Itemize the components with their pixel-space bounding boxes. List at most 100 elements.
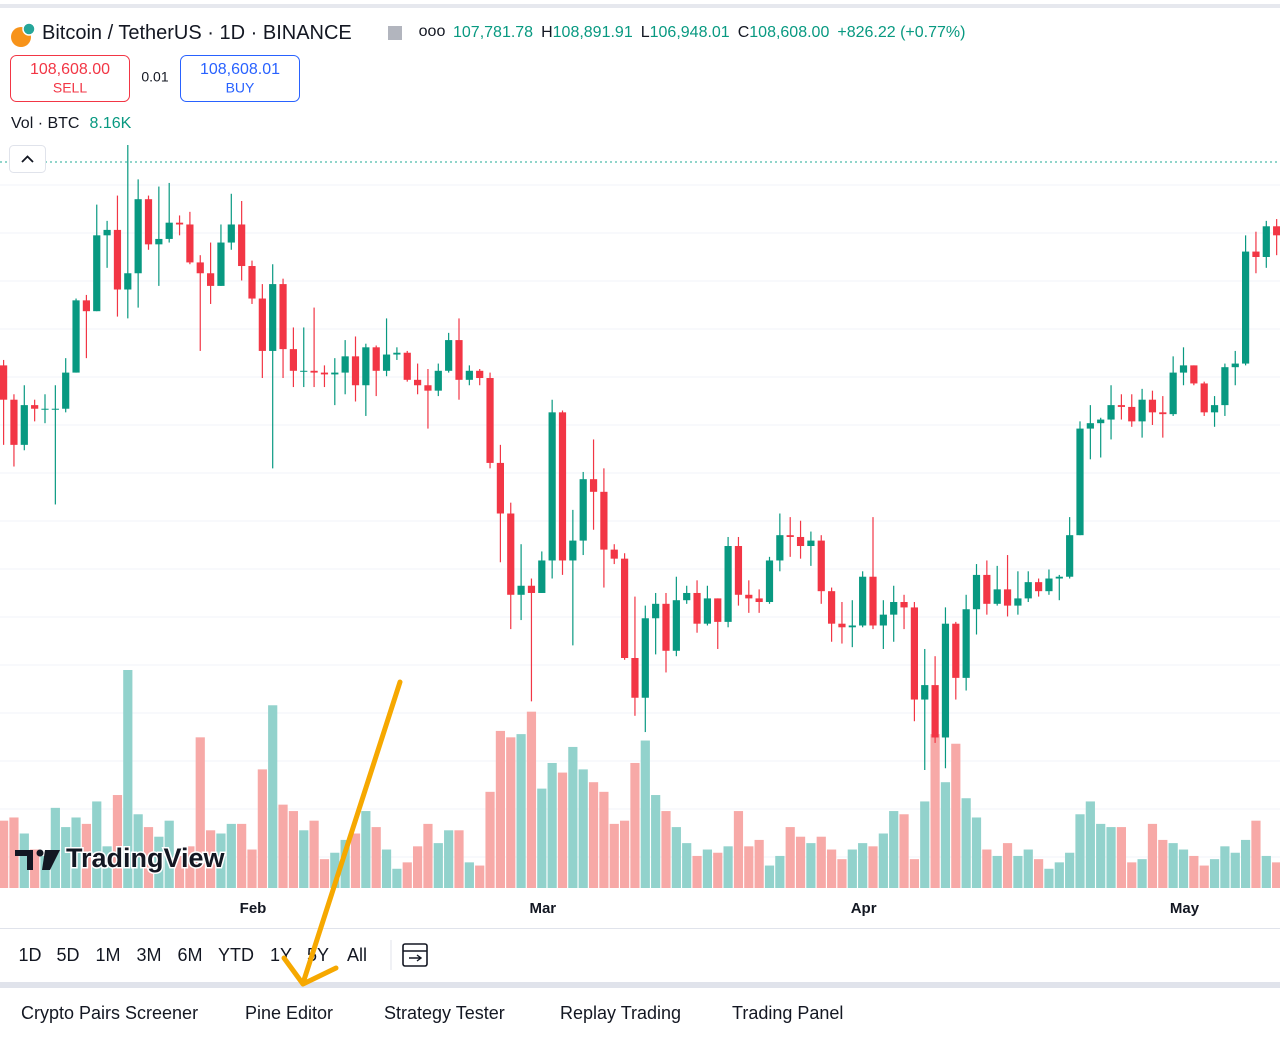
volume-bar: [40, 855, 50, 888]
candle-body: [993, 589, 1001, 604]
volume-bar: [268, 705, 278, 888]
symbol-box[interactable]: [4, 16, 452, 48]
symbol[interactable]: Bitcoin / TetherUS: [42, 22, 202, 44]
candle-body: [207, 273, 215, 286]
collapse-button[interactable]: [9, 145, 46, 173]
volume-bar: [1241, 839, 1251, 888]
candle-body: [962, 609, 970, 678]
volume-bar: [112, 795, 123, 888]
candle-body: [610, 549, 618, 559]
volume-bar: [930, 734, 940, 888]
volume-bar: [847, 849, 857, 888]
exchange[interactable]: BINANCE: [263, 22, 352, 44]
candle-body: [683, 592, 691, 601]
candle-body: [424, 385, 432, 391]
volume-bar: [464, 862, 474, 888]
x-tick-label: Apr: [851, 900, 877, 917]
candle-body: [652, 603, 660, 619]
range-button[interactable]: All: [347, 945, 367, 965]
volume-bar: [723, 846, 733, 888]
flag-icon[interactable]: [388, 26, 402, 40]
volume-bar: [19, 833, 29, 888]
candle-body: [1169, 372, 1177, 415]
volume-bar: [609, 823, 619, 888]
candle-body: [1242, 251, 1250, 364]
range-button[interactable]: 5D: [56, 945, 79, 965]
candle-body: [796, 536, 805, 547]
symbol-title[interactable]: Bitcoin / TetherUS · 1D · BINANCE: [42, 22, 352, 44]
arrow-shaft: [301, 679, 403, 983]
volume-bar: [754, 839, 764, 888]
bottom-tab[interactable]: Crypto Pairs Screener: [21, 1003, 198, 1023]
range-button[interactable]: 1D: [18, 945, 41, 965]
candle-body: [217, 242, 225, 286]
volume-bar: [640, 740, 650, 888]
candle-body: [952, 623, 960, 678]
candle-body: [734, 546, 743, 595]
volume-bar: [692, 855, 702, 888]
candle-body: [393, 352, 401, 355]
range-button[interactable]: 3M: [136, 945, 161, 965]
candle-body: [103, 229, 111, 236]
candle-body: [82, 300, 90, 312]
more-icon[interactable]: ooo: [419, 23, 446, 40]
candle-body: [786, 535, 794, 537]
candle-body: [51, 408, 59, 410]
volume-value: 8.16K: [89, 115, 131, 132]
candle-body: [765, 560, 774, 603]
volume-bar: [216, 833, 226, 888]
candle-body: [175, 222, 184, 225]
volume-bar: [319, 859, 330, 888]
volume-bar: [71, 817, 81, 888]
candle-body: [1117, 405, 1125, 407]
interval[interactable]: 1D: [220, 22, 246, 44]
volume-bar: [651, 795, 661, 888]
buy-price[interactable]: 108,608.01: [200, 61, 280, 78]
volume-bar: [288, 811, 298, 888]
range-button[interactable]: YTD: [218, 945, 254, 965]
candle-body: [20, 405, 28, 445]
candle-body: [538, 560, 546, 593]
sell-label[interactable]: SELL: [53, 80, 87, 96]
sell-button[interactable]: [10, 55, 130, 102]
candle-body: [724, 546, 732, 622]
annotation-arrow: [281, 679, 403, 987]
logo-mark: [15, 850, 33, 870]
buy-button[interactable]: [180, 55, 300, 102]
bottom-tab[interactable]: Replay Trading: [560, 1003, 681, 1023]
high: 108,891.91: [553, 24, 633, 41]
arrow-head: [281, 955, 339, 987]
volume-bar: [744, 846, 754, 888]
change: +826.22 (+0.77%): [837, 24, 965, 41]
calendar-arrow: [409, 954, 423, 962]
candle-body: [631, 658, 639, 698]
volume-bar: [206, 830, 216, 888]
candle-body: [1045, 578, 1053, 592]
sell-price[interactable]: 108,608.00: [30, 61, 110, 78]
calendar-icon[interactable]: [402, 943, 428, 967]
volume-bar: [526, 711, 537, 888]
candle-body: [859, 576, 867, 626]
candle-body: [558, 412, 567, 561]
buy-label[interactable]: BUY: [226, 80, 255, 96]
logo: TradingView: [15, 842, 227, 875]
volume-bar: [1137, 859, 1147, 888]
candle-body: [527, 585, 536, 593]
volume-bar: [50, 807, 60, 888]
volume-bar: [537, 788, 547, 888]
bottom-tab[interactable]: Strategy Tester: [384, 1003, 505, 1023]
low-label: L: [641, 24, 650, 41]
candle-body: [310, 370, 318, 373]
range-button[interactable]: 6M: [177, 945, 202, 965]
candle-body: [1024, 582, 1032, 599]
volume-bar: [899, 814, 909, 888]
range-button[interactable]: 1M: [95, 945, 120, 965]
candle-body: [879, 614, 887, 626]
bottom-tab[interactable]: Pine Editor: [245, 1003, 333, 1023]
volume-bar: [247, 849, 257, 888]
bottom-tab[interactable]: Trading Panel: [732, 1003, 843, 1023]
collapse-icon: [21, 155, 34, 163]
candle-body: [776, 535, 784, 561]
candle-body: [62, 372, 70, 409]
